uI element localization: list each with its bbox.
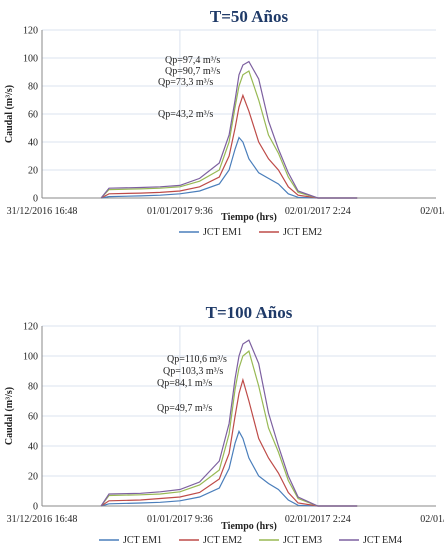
x-tick-label: 31/12/2016 16:48 bbox=[7, 514, 78, 525]
y-tick-label: 40 bbox=[28, 138, 38, 149]
y-tick-label: 40 bbox=[28, 442, 38, 453]
legend-label: JCT EM2 bbox=[283, 227, 322, 238]
peak-annotation: Qp=110,6 m³/s bbox=[167, 354, 227, 365]
series-line-4 bbox=[100, 60, 358, 199]
y-tick-label: 20 bbox=[28, 166, 38, 177]
peak-annotation: Qp=49,7 m³/s bbox=[157, 403, 212, 414]
x-tick-label: 02/01/2017 2:24 bbox=[285, 514, 351, 525]
y-axis-label: Caudal (m³/s) bbox=[4, 85, 15, 143]
legend-label: JCT EM1 bbox=[203, 227, 242, 238]
peak-annotation: Qp=103,3 m³/s bbox=[163, 366, 223, 377]
series-line-1 bbox=[100, 429, 358, 507]
x-axis-label: Tiempo (hrs) bbox=[221, 212, 277, 223]
y-axis-label: Caudal (m³/s) bbox=[4, 387, 15, 445]
x-tick-label: 02/01/2017 19:12 bbox=[420, 206, 444, 217]
legend-label: JCT EM1 bbox=[123, 535, 162, 546]
series-line-3 bbox=[100, 350, 358, 507]
chart-title: T=50 Años bbox=[210, 7, 289, 26]
y-tick-label: 0 bbox=[33, 194, 38, 205]
peak-annotation: Qp=84,1 m³/s bbox=[157, 378, 212, 389]
peak-annotation: Qp=97,4 m³/s bbox=[165, 55, 220, 66]
series-line-2 bbox=[100, 93, 358, 199]
x-axis-label: Tiempo (hrs) bbox=[221, 521, 277, 532]
series-line-1 bbox=[100, 136, 358, 199]
x-tick-label: 02/01/2017 19:12 bbox=[420, 514, 444, 525]
chart-title: T=100 Años bbox=[206, 303, 293, 322]
peak-annotation: Qp=90,7 m³/s bbox=[165, 66, 220, 77]
y-tick-label: 0 bbox=[33, 502, 38, 513]
y-tick-label: 120 bbox=[23, 26, 38, 37]
peak-annotation: Qp=73,3 m³/s bbox=[158, 77, 213, 88]
legend-label: JCT EM2 bbox=[203, 535, 242, 546]
series-line-3 bbox=[100, 70, 358, 199]
y-tick-label: 20 bbox=[28, 472, 38, 483]
peak-annotation: Qp=43,2 m³/s bbox=[158, 109, 213, 120]
x-tick-label: 31/12/2016 16:48 bbox=[7, 206, 78, 217]
y-tick-label: 100 bbox=[23, 352, 38, 363]
series-line-2 bbox=[100, 377, 358, 507]
y-tick-label: 100 bbox=[23, 54, 38, 65]
legend-label: JCT EM3 bbox=[283, 535, 322, 546]
x-tick-label: 01/01/2017 9:36 bbox=[147, 206, 213, 217]
x-tick-label: 02/01/2017 2:24 bbox=[285, 206, 351, 217]
y-tick-label: 60 bbox=[28, 412, 38, 423]
x-tick-label: 01/01/2017 9:36 bbox=[147, 514, 213, 525]
y-tick-label: 80 bbox=[28, 382, 38, 393]
y-tick-label: 120 bbox=[23, 322, 38, 333]
legend-label: JCT EM4 bbox=[363, 535, 402, 546]
y-tick-label: 80 bbox=[28, 82, 38, 93]
series-line-4 bbox=[100, 339, 358, 507]
y-tick-label: 60 bbox=[28, 110, 38, 121]
